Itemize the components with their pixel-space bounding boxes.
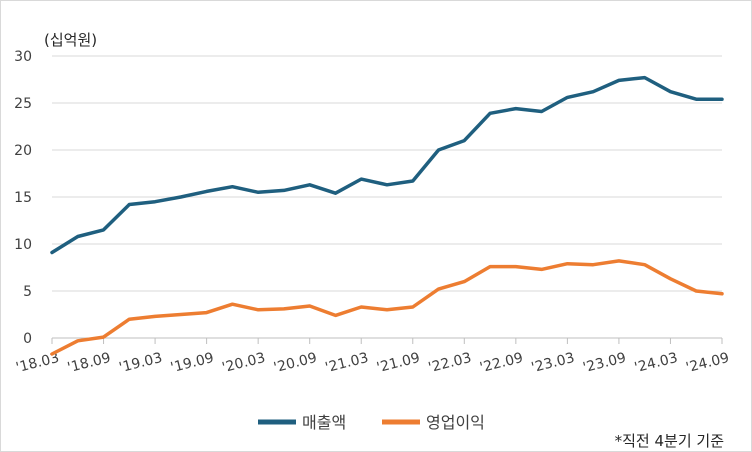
x-axis-ticks: '18.03'18.09'19.03'19.09'20.03'20.09'21.… bbox=[14, 338, 731, 376]
y-tick-label: 25 bbox=[14, 96, 32, 112]
y-tick-label: 10 bbox=[14, 237, 32, 253]
x-tick-label: '20.09 bbox=[272, 350, 319, 376]
x-tick-label: '18.09 bbox=[66, 350, 113, 376]
x-tick-label: '21.09 bbox=[375, 350, 422, 376]
legend-label-operating-profit: 영업이익 bbox=[426, 413, 485, 432]
x-tick-label: '23.09 bbox=[581, 350, 628, 376]
y-tick-label: 20 bbox=[14, 143, 32, 159]
x-tick-label: '19.09 bbox=[169, 350, 216, 376]
sales-line bbox=[50, 75, 724, 255]
footnote: *직전 4분기 기준 bbox=[615, 432, 725, 450]
x-tick-label: '23.03 bbox=[530, 350, 577, 376]
x-tick-label: '24.09 bbox=[684, 350, 731, 376]
x-tick-label: '22.03 bbox=[427, 350, 474, 376]
series-lines bbox=[50, 75, 724, 356]
x-tick-label: '21.03 bbox=[324, 350, 371, 376]
legend-label-sales: 매출액 bbox=[302, 413, 346, 432]
x-tick-label: '20.03 bbox=[221, 350, 268, 376]
y-axis-ticks: 0 5 10 15 20 25 30 bbox=[14, 49, 32, 347]
y-tick-label: 15 bbox=[14, 190, 32, 206]
x-tick-label: '24.03 bbox=[633, 350, 680, 376]
unit-label: (십억원) bbox=[44, 31, 97, 49]
legend: 매출액 영업이익 bbox=[258, 413, 485, 432]
y-tick-label: 30 bbox=[14, 49, 32, 65]
y-tick-label: 5 bbox=[23, 284, 32, 300]
operating-profit-line bbox=[50, 259, 724, 356]
x-tick-label: '19.03 bbox=[117, 350, 164, 376]
x-tick-label: '22.09 bbox=[478, 350, 525, 376]
gridlines bbox=[52, 55, 722, 339]
y-tick-label: 0 bbox=[23, 331, 32, 347]
